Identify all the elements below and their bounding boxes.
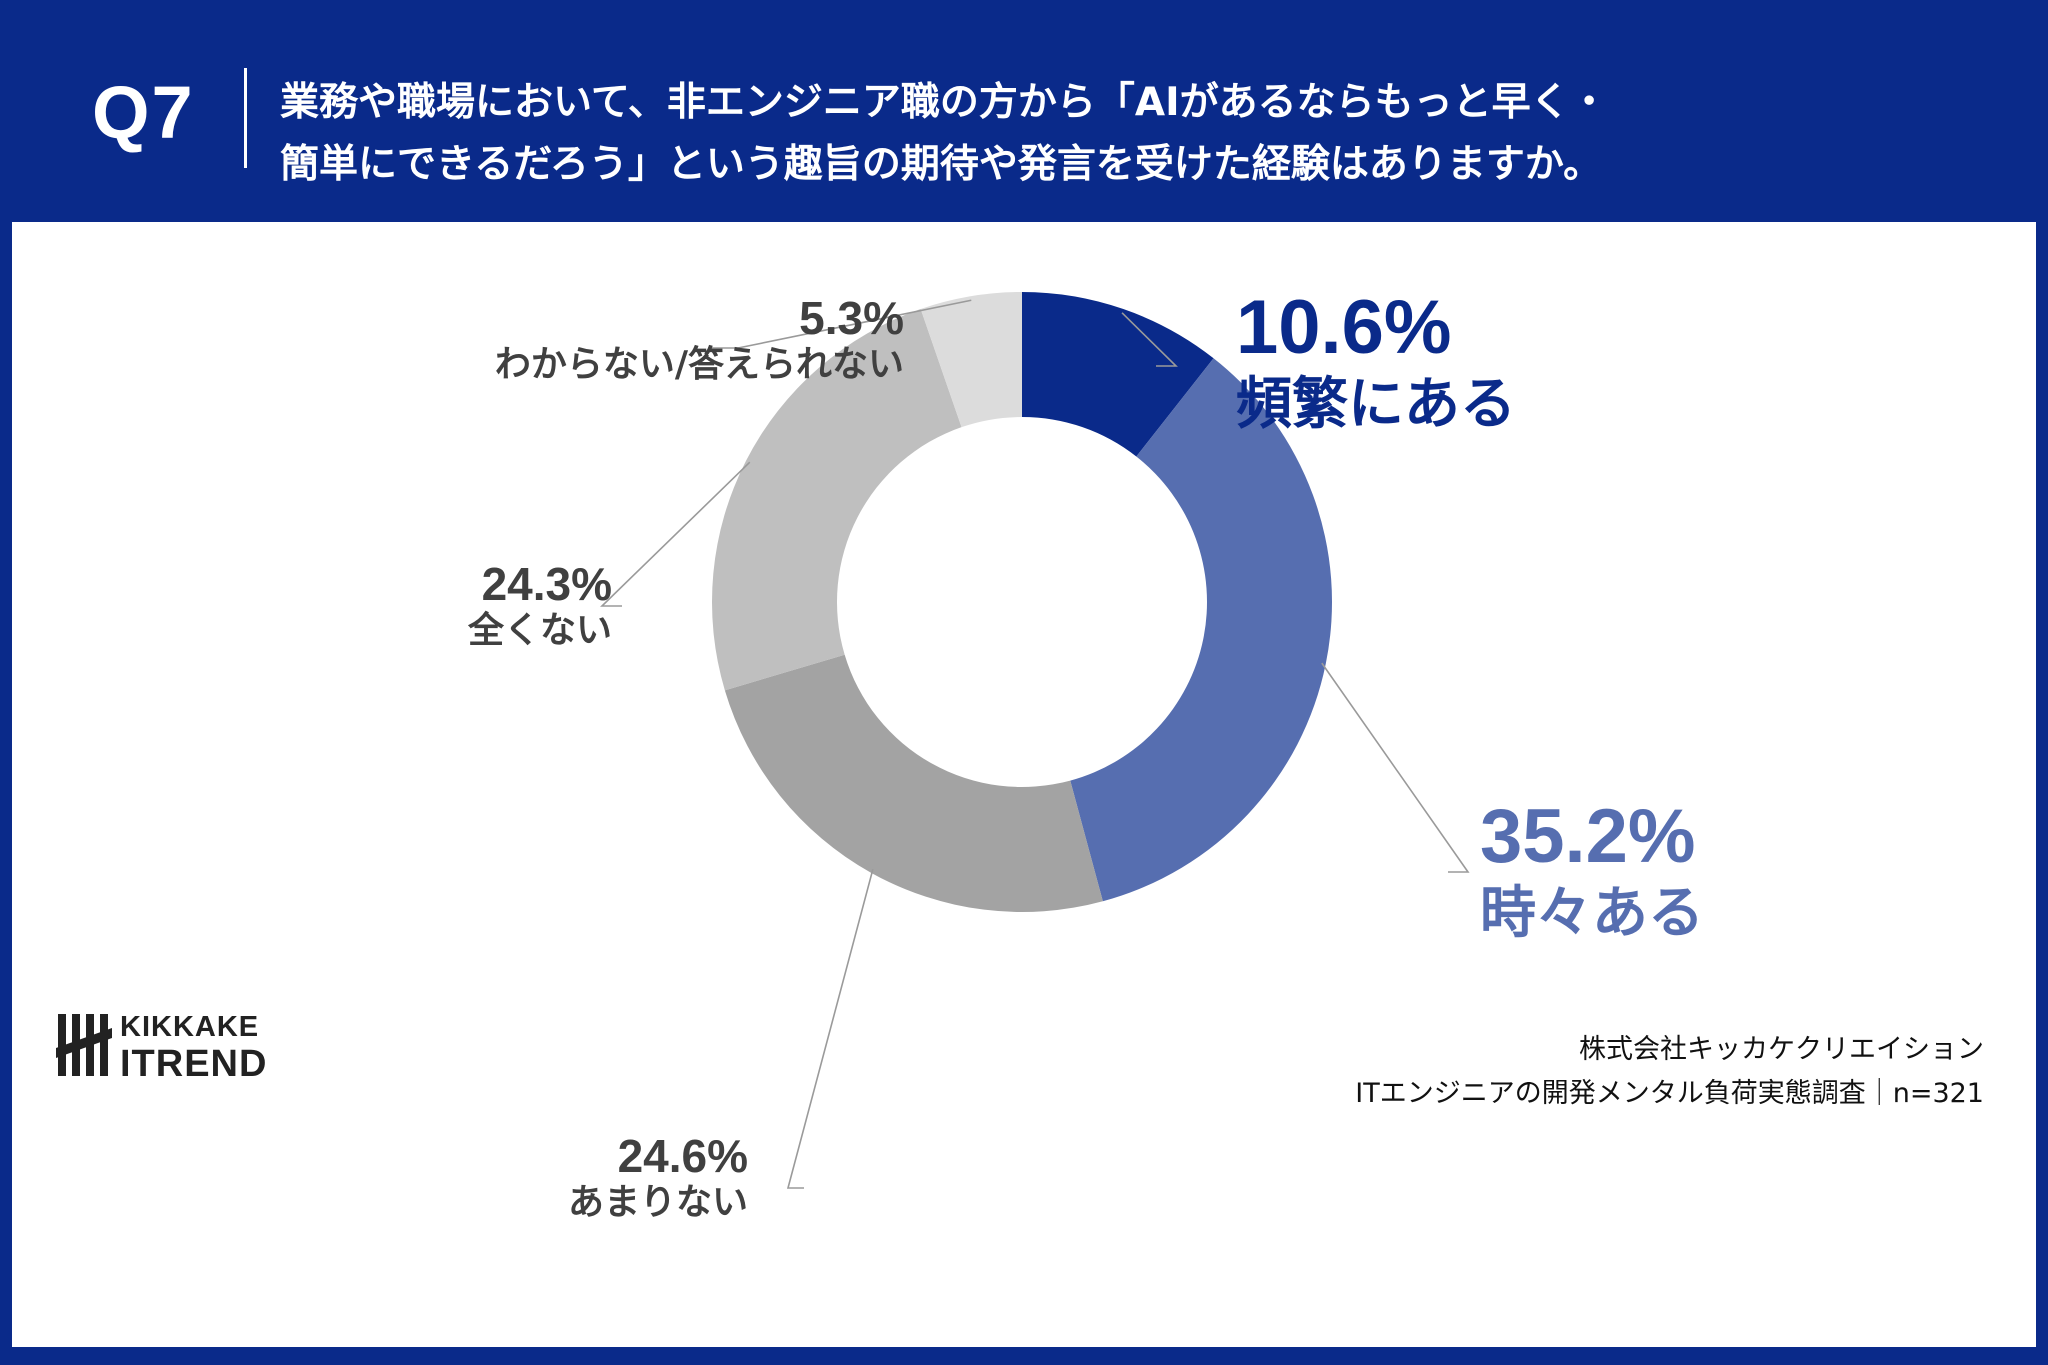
- credit: 株式会社キッカケクリエイション ITエンジニアの開発メンタル負荷実態調査｜n=3…: [1355, 1028, 1984, 1116]
- slice-unknown: [920, 292, 1022, 428]
- label-never-category: 全くない: [467, 610, 612, 651]
- kikkake-logo-icon: [56, 1014, 112, 1076]
- leader-line-frequent: [1121, 312, 1178, 367]
- label-frequent-category: 頻繁にある: [1236, 372, 1516, 437]
- chart-panel: 10.6% 頻繁にある 35.2% 時々ある 24.6% あまりない 24.3%…: [12, 222, 2036, 1347]
- label-unknown-category: わからない/答えられない: [494, 344, 904, 385]
- label-rarely-category: あまりない: [567, 1182, 748, 1223]
- slice-rarely: [724, 654, 1103, 912]
- question-line-1: 業務や職場において、非エンジニア職の方から「AIがあるならもっと早く・: [280, 80, 1609, 125]
- label-sometimes-percent: 35.2%: [1480, 794, 1696, 879]
- leader-line-sometimes: [1321, 662, 1470, 873]
- logo-line-2: ITREND: [120, 1043, 268, 1085]
- label-never-percent: 24.3%: [481, 558, 612, 610]
- leader-line-never: [600, 461, 751, 607]
- slice-sometimes: [1070, 358, 1332, 902]
- label-unknown-percent: 5.3%: [799, 292, 904, 344]
- leader-line-rarely: [786, 869, 874, 1189]
- logo-wordmark: KIKKAKE ITREND: [120, 1010, 267, 1084]
- question-number: Q7: [92, 71, 195, 154]
- label-frequent-percent: 10.6%: [1236, 285, 1452, 370]
- header: Q7 業務や職場において、非エンジニア職の方から「AIがあるならもっと早く・ 簡…: [0, 0, 2048, 222]
- credit-company: 株式会社キッカケクリエイション: [1579, 1034, 1984, 1065]
- label-sometimes: 35.2% 時々ある: [1480, 797, 1704, 951]
- leader-line-unknown: [708, 299, 972, 349]
- question-text: 業務や職場において、非エンジニア職の方から「AIがあるならもっと早く・ 簡単にで…: [280, 72, 2020, 196]
- header-divider: [244, 68, 247, 168]
- logo-line-1: KIKKAKE: [120, 1011, 260, 1043]
- label-frequent: 10.6% 頻繁にある: [1236, 288, 1516, 442]
- question-line-2: 簡単にできるだろう」という趣旨の期待や発言を受けた経験はありますか。: [280, 142, 1603, 187]
- label-never: 24.3% 全くない: [468, 560, 612, 654]
- label-rarely: 24.6% あまりない: [568, 1132, 748, 1226]
- label-rarely-percent: 24.6%: [617, 1130, 748, 1182]
- slice-never: [712, 309, 962, 691]
- credit-survey: ITエンジニアの開発メンタル負荷実態調査｜n=321: [1355, 1078, 1984, 1109]
- label-unknown: 5.3% わからない/答えられない: [495, 294, 904, 388]
- slice-frequent: [1022, 292, 1214, 457]
- label-sometimes-category: 時々ある: [1480, 881, 1704, 946]
- donut-chart: [600, 292, 1470, 1189]
